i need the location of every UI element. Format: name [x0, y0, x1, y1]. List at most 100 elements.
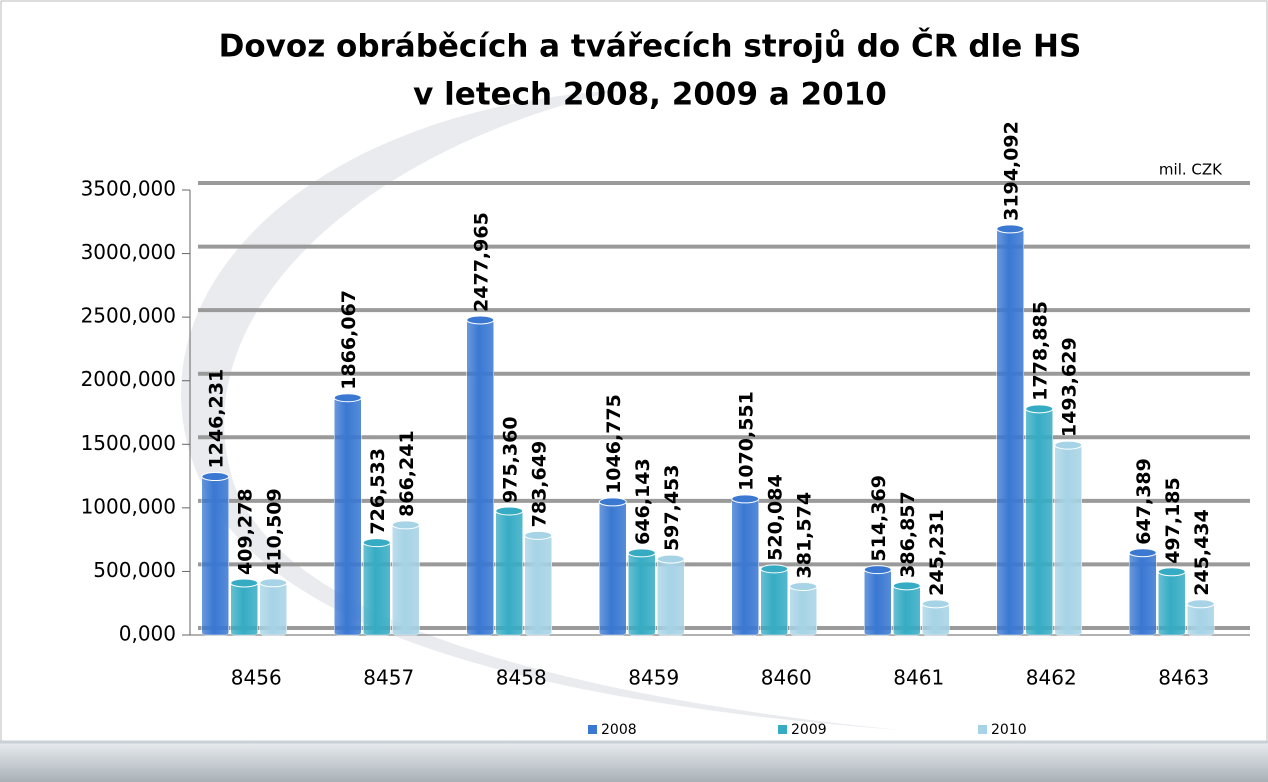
x-tick-label: 8457 [363, 666, 414, 690]
value-label: 409,278 [235, 488, 257, 575]
y-tick-label: 2500,000 [81, 304, 176, 328]
legend-swatch [588, 725, 597, 734]
value-label: 1778,885 [1030, 301, 1052, 401]
value-label: 1246,231 [206, 369, 228, 469]
bar [731, 498, 759, 636]
y-tick-label: 1500,000 [81, 431, 176, 455]
bar-cap [333, 393, 362, 403]
bar-cap [996, 224, 1025, 234]
legend-label: 2010 [991, 722, 1027, 738]
bar-cap [598, 497, 627, 507]
chart-title: Dovoz obráběcích a tvářecích strojů do Č… [219, 28, 1082, 65]
unit-label: mil. CZK [1159, 161, 1223, 179]
x-tick-label: 8460 [761, 666, 812, 690]
value-label: 597,453 [661, 464, 683, 551]
bar-cap [789, 581, 818, 591]
bar-cap [1157, 567, 1186, 577]
value-label: 975,360 [500, 416, 522, 503]
bar-cap [1025, 404, 1054, 414]
x-tick-label: 8456 [231, 666, 282, 690]
value-label: 1046,775 [603, 394, 625, 494]
y-tick-label: 1000,000 [81, 494, 176, 518]
bar-cap [362, 538, 391, 548]
bar-cap [921, 599, 950, 609]
bar [760, 568, 788, 636]
y-tick-label: 2000,000 [81, 367, 176, 391]
bar-cap [1128, 548, 1157, 558]
bar-cap [201, 472, 230, 482]
bar-cap [230, 578, 259, 588]
bar [599, 501, 627, 636]
x-tick-label: 8461 [893, 666, 944, 690]
bar [392, 524, 420, 636]
bar [864, 569, 892, 636]
value-label: 245,434 [1191, 509, 1213, 596]
bar [893, 585, 921, 636]
chart-title: v letech 2008, 2009 a 2010 [413, 77, 887, 113]
bar [334, 397, 362, 636]
bar [1025, 408, 1053, 636]
value-label: 410,509 [264, 488, 286, 575]
bar [996, 228, 1024, 636]
bar-cap [391, 520, 420, 530]
bar-cap [524, 530, 553, 540]
x-tick-label: 8459 [628, 666, 679, 690]
bar [259, 582, 287, 636]
footer-band [0, 742, 1268, 782]
bar [1158, 571, 1186, 636]
bar-cap [466, 315, 495, 325]
value-label: 520,084 [765, 474, 787, 561]
value-label: 647,389 [1133, 458, 1155, 545]
bar [201, 476, 229, 636]
bar-cap [495, 506, 524, 516]
x-tick-label: 8458 [496, 666, 547, 690]
value-label: 497,185 [1162, 477, 1184, 564]
value-label: 646,143 [632, 458, 654, 545]
value-label: 726,533 [367, 448, 389, 535]
value-label: 1866,067 [338, 290, 360, 390]
value-label: 381,574 [794, 492, 816, 579]
x-tick-label: 8462 [1026, 666, 1077, 690]
y-tick-label: 3500,000 [81, 177, 176, 201]
value-label: 3194,092 [1001, 121, 1023, 221]
y-tick-label: 500,000 [93, 558, 176, 582]
legend-label: 2009 [791, 722, 827, 738]
legend-swatch [778, 725, 787, 734]
bar-cap [731, 494, 760, 504]
bar [363, 542, 391, 636]
bar [1187, 603, 1215, 636]
x-tick-label: 8463 [1158, 666, 1209, 690]
bar [1129, 552, 1157, 636]
value-label: 386,857 [897, 491, 919, 578]
value-label: 1070,551 [736, 391, 758, 491]
bar [789, 586, 817, 636]
value-label: 2477,965 [471, 212, 493, 312]
bar [230, 582, 258, 636]
bar [466, 319, 494, 636]
value-label: 245,231 [926, 509, 948, 596]
bar [1054, 444, 1082, 636]
bar [495, 510, 523, 636]
value-label: 866,241 [396, 430, 418, 517]
value-label: 783,649 [529, 441, 551, 528]
bar [628, 552, 656, 636]
bar-cap [656, 554, 685, 564]
legend-swatch [978, 725, 987, 734]
bar-cap [892, 581, 921, 591]
bar-cap [760, 564, 789, 574]
bar [922, 603, 950, 636]
bar [657, 558, 685, 636]
bar [524, 535, 552, 636]
bar-cap [627, 548, 656, 558]
value-label: 514,369 [868, 475, 890, 562]
value-label: 1493,629 [1059, 337, 1081, 437]
y-tick-label: 0,000 [119, 622, 176, 646]
bar-cap [259, 578, 288, 588]
bar-cap [863, 565, 892, 575]
bar-cap [1054, 440, 1083, 450]
y-tick-label: 3000,000 [81, 240, 176, 264]
bar-cap [1186, 599, 1215, 609]
legend-label: 2008 [601, 722, 637, 738]
